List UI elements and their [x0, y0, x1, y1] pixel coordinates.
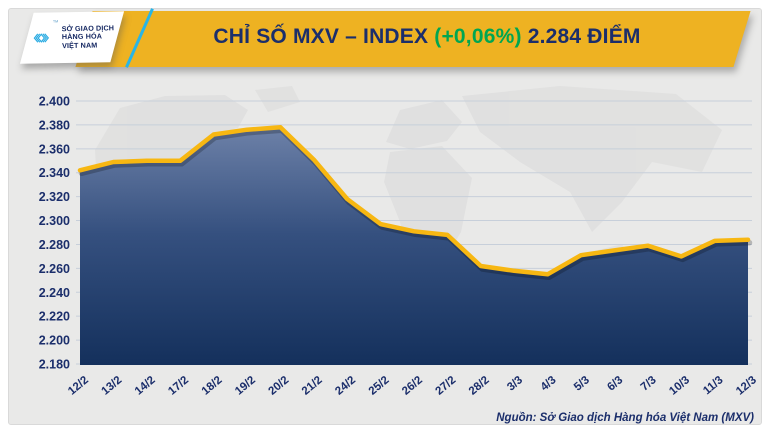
mxv-logo-icon: [33, 33, 50, 43]
index-line-shadow: [78, 127, 753, 281]
y-tick-label: 2.180: [39, 358, 70, 372]
x-tick-label: 28/2: [467, 374, 492, 398]
title-points: 2.284 ĐIỂM: [521, 25, 641, 48]
x-tick-label: 18/2: [200, 374, 225, 398]
x-tick-label: 7/3: [639, 374, 659, 393]
y-tick-label: 2.360: [39, 142, 70, 156]
x-tick-label: 4/3: [539, 374, 559, 393]
mxv-logo-box: ™ SỞ GIAO DỊCH HÀNG HÓA VIỆT NAM: [19, 11, 125, 64]
source-note: Nguồn: Sở Giao dịch Hàng hóa Việt Nam (M…: [496, 412, 754, 424]
y-tick-label: 2.300: [39, 214, 70, 228]
x-tick-label: 14/2: [133, 374, 158, 398]
x-tick-label: 24/2: [333, 374, 358, 398]
x-tick-label: 3/3: [505, 374, 525, 393]
x-tick-label: 13/2: [99, 374, 124, 398]
y-tick-label: 2.260: [39, 262, 70, 276]
trademark-symbol: ™: [52, 20, 59, 27]
x-tick-label: 6/3: [605, 374, 625, 393]
x-tick-label: 25/2: [367, 374, 392, 398]
index-line: [77, 125, 751, 277]
y-tick-label: 2.240: [39, 286, 70, 300]
y-tick-label: 2.380: [39, 118, 70, 132]
y-tick-label: 2.400: [39, 95, 70, 109]
x-tick-label: 12/2: [66, 374, 91, 398]
mxv-logo: ™ SỞ GIAO DỊCH HÀNG HÓA VIỆT NAM: [26, 11, 117, 63]
x-tick-label: 20/2: [266, 374, 291, 398]
x-tick-label: 10/3: [667, 374, 692, 398]
area-fill: [80, 127, 748, 365]
y-tick-label: 2.340: [39, 166, 70, 180]
x-tick-label: 11/3: [701, 374, 725, 397]
y-tick-label: 2.320: [39, 190, 70, 204]
title-change: (+0,06%): [434, 25, 522, 48]
chart-title: CHỈ SỐ MXV – INDEX (+0,06%) 2.284 ĐIỂM: [118, 25, 736, 49]
x-tick-label: 21/2: [300, 374, 325, 398]
title-text: CHỈ SỐ MXV – INDEX: [213, 25, 435, 48]
x-tick-label: 12/3: [734, 374, 759, 398]
x-tick-label: 17/2: [166, 374, 191, 398]
x-tick-label: 26/2: [400, 374, 425, 398]
logo-text-line3: VIỆT NAM: [61, 40, 98, 50]
x-tick-label: 5/3: [572, 374, 592, 393]
logo-text: SỞ GIAO DỊCH HÀNG HÓA VIỆT NAM: [61, 23, 115, 51]
y-tick-label: 2.200: [39, 334, 70, 348]
x-tick-label: 27/2: [433, 374, 458, 398]
y-tick-label: 2.280: [39, 238, 70, 252]
y-tick-label: 2.220: [39, 310, 70, 324]
x-tick-label: 19/2: [233, 374, 258, 398]
